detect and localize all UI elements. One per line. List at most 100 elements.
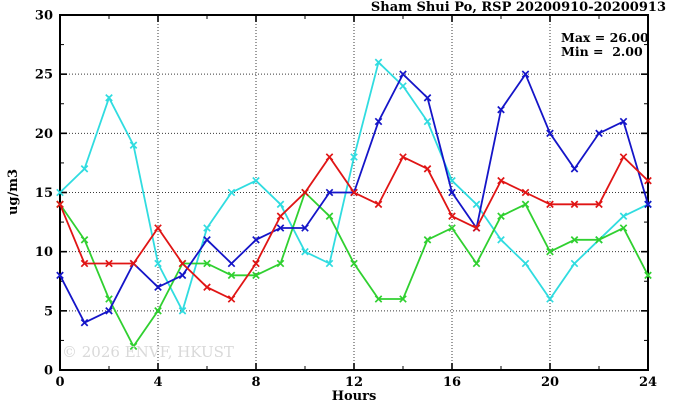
blue-series-marker-h24 — [644, 200, 652, 209]
x-tick-label-16: 16 — [443, 375, 461, 390]
red-series-marker-h3 — [129, 259, 138, 268]
cyan-series-marker-h23 — [619, 212, 628, 221]
red-series-marker-h8 — [252, 259, 260, 268]
cyan-series-marker-h1 — [80, 164, 89, 173]
blue-series-marker-h6 — [203, 235, 211, 244]
red-series-marker-h24 — [644, 176, 652, 185]
green-series-marker-h7 — [227, 271, 236, 280]
plot-area: 0 4 8 12 16 20 24 0 5 10 15 20 25 30 — [35, 9, 657, 391]
red-series-marker-h20 — [546, 200, 554, 209]
x-tick-label-12: 12 — [345, 375, 363, 390]
blue-series-marker-h13 — [374, 117, 383, 126]
blue-series-marker-h20 — [546, 129, 554, 138]
cyan-series-marker-h0 — [56, 188, 64, 197]
y-axis-label: ug/m3 — [6, 169, 21, 215]
red-series-marker-h16 — [448, 212, 456, 221]
green-series-marker-h18 — [497, 212, 505, 221]
cyan-series-marker-h12 — [350, 153, 358, 161]
red-series-marker-h1 — [80, 259, 89, 268]
red-series-marker-h9 — [276, 212, 285, 221]
green-series-marker-h14 — [399, 295, 407, 303]
green-series-group — [56, 188, 652, 351]
blue-series-marker-h9 — [276, 224, 285, 232]
x-axis-label: Hours — [332, 389, 377, 404]
red-series-marker-h22 — [595, 200, 603, 209]
y-tick-label-0: 0 — [44, 364, 53, 379]
green-series-marker-h11 — [325, 212, 334, 221]
cyan-series-marker-h14 — [399, 82, 407, 90]
green-series-marker-h2 — [105, 295, 113, 303]
green-series-marker-h12 — [350, 259, 358, 268]
cyan-series-marker-h19 — [521, 259, 530, 268]
blue-series-marker-h18 — [497, 105, 505, 114]
green-series-marker-h3 — [129, 342, 138, 351]
blue-series-marker-h21 — [570, 164, 579, 173]
red-series-marker-h13 — [374, 200, 383, 209]
blue-series-marker-h2 — [105, 306, 113, 315]
cyan-series-marker-h21 — [570, 259, 579, 268]
cyan-series-marker-h15 — [423, 117, 432, 126]
green-series-marker-h19 — [521, 200, 530, 209]
green-series-marker-h16 — [448, 224, 456, 232]
blue-series-marker-h1 — [80, 318, 89, 327]
y-tick-label-30: 30 — [35, 9, 53, 24]
red-series-marker-h17 — [472, 224, 481, 232]
max-annotation: Max = 26.00 — [561, 30, 649, 45]
y-tick-label-20: 20 — [35, 127, 53, 142]
cyan-series-marker-h7 — [227, 188, 236, 197]
blue-series-marker-h16 — [448, 188, 456, 197]
green-series-marker-h6 — [203, 259, 211, 268]
green-series-marker-h22 — [595, 235, 603, 244]
red-series-marker-h14 — [399, 153, 407, 161]
red-series-marker-h6 — [203, 283, 211, 292]
y-tick-label-10: 10 — [35, 245, 53, 260]
red-series-marker-h0 — [56, 200, 64, 209]
cyan-series-marker-h3 — [129, 141, 138, 150]
watermark: © 2026 ENVF, HKUST — [62, 343, 234, 361]
green-series-marker-h15 — [423, 235, 432, 244]
blue-series-marker-h23 — [619, 117, 628, 126]
y-tick-label-5: 5 — [44, 304, 53, 319]
red-series-marker-h23 — [619, 153, 628, 161]
blue-series-marker-h0 — [56, 271, 64, 280]
blue-series-marker-h8 — [252, 235, 260, 244]
blue-series-marker-h19 — [521, 70, 530, 79]
blue-series-marker-h7 — [227, 259, 236, 268]
blue-series-marker-h10 — [301, 224, 309, 232]
cyan-series-marker-h5 — [178, 306, 187, 315]
green-series-marker-h8 — [252, 271, 260, 280]
x-tick-label-20: 20 — [541, 375, 559, 390]
blue-series-marker-h14 — [399, 70, 407, 79]
cyan-series-group — [56, 58, 652, 315]
cyan-series-marker-h13 — [374, 58, 383, 67]
green-series-marker-h13 — [374, 295, 383, 303]
cyan-series-marker-h20 — [546, 295, 554, 303]
green-series-marker-h21 — [570, 235, 579, 244]
x-tick-label-0: 0 — [55, 375, 64, 390]
blue-series-marker-h22 — [595, 129, 603, 138]
cyan-series-marker-h8 — [252, 176, 260, 185]
chart-title: Sham Shui Po, RSP 20200910-20200913 — [371, 0, 666, 15]
red-series-marker-h11 — [325, 153, 334, 161]
cyan-series-marker-h9 — [276, 200, 285, 209]
cyan-series-marker-h11 — [325, 259, 334, 268]
red-series-marker-h15 — [423, 164, 432, 173]
y-tick-label-25: 25 — [35, 68, 53, 83]
red-series-marker-h4 — [154, 224, 162, 232]
green-series-marker-h9 — [276, 259, 285, 268]
cyan-series-marker-h6 — [203, 224, 211, 232]
green-series-marker-h1 — [80, 235, 89, 244]
red-series-marker-h2 — [105, 259, 113, 268]
blue-series-marker-h5 — [178, 271, 187, 280]
red-series-marker-h7 — [227, 295, 236, 303]
y-tick-label-15: 15 — [35, 186, 53, 201]
blue-series-marker-h4 — [154, 283, 162, 292]
min-annotation: Min = 2.00 — [561, 44, 643, 59]
green-series-marker-h20 — [546, 247, 554, 256]
blue-series-marker-h15 — [423, 93, 432, 102]
cyan-series-marker-h2 — [105, 93, 113, 102]
cyan-series-marker-h10 — [301, 247, 309, 256]
red-series-marker-h12 — [350, 188, 358, 197]
